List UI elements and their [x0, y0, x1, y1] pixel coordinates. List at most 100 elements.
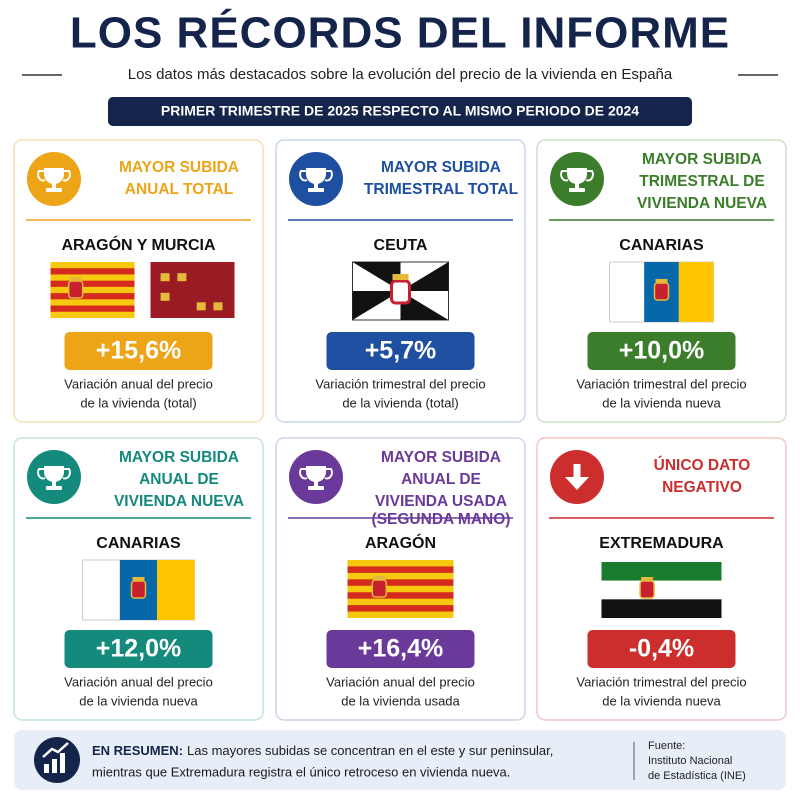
source-label: Fuente: [648, 740, 685, 752]
trophy [306, 466, 326, 482]
flag-gyron [400, 262, 449, 291]
arrow-shaft [573, 464, 581, 480]
icon-bar [52, 759, 57, 773]
card-heading: MAYOR SUBIDA [381, 449, 501, 466]
flag-stripe [347, 605, 454, 612]
description: Variación anual del precio [64, 376, 213, 391]
banner-text: PRIMER TRIMESTRE DE 2025 RESPECTO AL MIS… [161, 103, 639, 119]
icon-arrow [42, 742, 69, 758]
card-heading: VIVIENDA NUEVA [114, 493, 244, 510]
card-note: (SEGUNDA MANO) [372, 511, 511, 528]
region: EXTREMADURA [599, 535, 724, 552]
flag [601, 580, 722, 600]
description: de la vivienda nueva [79, 693, 198, 708]
trophy-stem [52, 182, 56, 188]
card-heading: ÚNICO DATO [654, 456, 751, 474]
description: Variación trimestral del precio [576, 376, 746, 391]
region: CANARIAS [96, 535, 181, 552]
card-heading: NEGATIVO [662, 479, 742, 496]
flag-stripe [50, 305, 135, 312]
flag-crown [641, 577, 654, 581]
card-heading: VIVIENDA USADA [375, 493, 507, 510]
value-pill [64, 630, 213, 668]
region: CANARIAS [619, 237, 704, 254]
region: CEUTA [374, 237, 428, 254]
value-pill [587, 630, 736, 668]
flag-stripe [347, 579, 454, 586]
flag-stripe [347, 566, 454, 573]
flag-crown [132, 577, 145, 581]
trophy-handles [37, 468, 71, 480]
description: Variación anual del precio [326, 674, 475, 689]
summary-line: EN RESUMEN: Las mayores subidas se concen… [92, 743, 553, 758]
flag-shield [390, 279, 411, 305]
summary-line: mientras que Extremadura registra el úni… [92, 764, 510, 779]
trophy-base [46, 188, 62, 192]
trophy-handles [299, 170, 333, 182]
value: +5,7% [365, 337, 437, 365]
trophy-stem [314, 182, 318, 188]
card-heading: MAYOR SUBIDA [119, 159, 239, 176]
flag-gyron [352, 262, 401, 291]
flag-castle [160, 292, 170, 301]
flag-castle [196, 302, 206, 311]
icon-bar [60, 753, 65, 773]
region: ARAGÓN Y MURCIA [61, 235, 216, 254]
flag-shield [653, 282, 670, 301]
banner [108, 97, 692, 126]
card-heading: ANUAL DE [139, 471, 219, 488]
value: +10,0% [619, 337, 705, 365]
flag-castle [213, 302, 223, 311]
card-heading: MAYOR SUBIDA [642, 151, 762, 168]
card-heading: TRIMESTRAL TOTAL [364, 181, 518, 198]
title: LOS RÉCORDS DEL INFORME [70, 8, 730, 58]
value-pill [326, 630, 475, 668]
description: Variación trimestral del precio [315, 376, 485, 391]
description: de la vivienda nueva [602, 693, 721, 708]
trophy-handles [37, 170, 71, 182]
description: de la vivienda usada [341, 693, 460, 708]
value-pill [326, 332, 475, 370]
subtitle: Los datos más destacados sobre la evoluc… [128, 66, 673, 83]
flag-gyron [352, 291, 401, 320]
flag-shield [639, 580, 655, 599]
summary-box [14, 730, 786, 790]
value-pill [587, 332, 736, 370]
description: de la vivienda nueva [602, 395, 721, 410]
card-heading: VIVIENDA NUEVA [637, 195, 767, 212]
flag-band [678, 262, 714, 322]
trophy-handles [299, 468, 333, 480]
flag-stripe [50, 280, 135, 287]
flag-stripe [50, 268, 135, 275]
value: +12,0% [96, 635, 182, 663]
description: de la vivienda (total) [80, 395, 196, 410]
summary-label: EN RESUMEN: [92, 743, 183, 758]
flag-castle [177, 273, 187, 282]
description: Variación anual del precio [64, 674, 213, 689]
flag-crown [655, 279, 668, 283]
flag-stripe [50, 293, 135, 300]
flag-crown [392, 274, 409, 280]
icon-bar [44, 764, 49, 773]
source-text: de Estadística (INE) [648, 770, 746, 782]
value: -0,4% [629, 635, 694, 663]
trophy [306, 168, 326, 184]
source-text: Instituto Nacional [648, 755, 732, 767]
arrow-head [565, 477, 589, 490]
flag-castle [160, 273, 170, 282]
trophy-base [46, 486, 62, 490]
flag-shield [130, 580, 147, 599]
cards: MAYOR SUBIDA ANUAL TOTAL ARAGÓN Y MURCIA +1… [13, 139, 787, 721]
trophy [44, 168, 64, 184]
flag-stripe [347, 592, 454, 599]
flag-crown [69, 277, 82, 281]
trophy-stem [52, 480, 56, 486]
flag-crown [373, 576, 386, 580]
value-pill [64, 332, 213, 370]
description: Variación trimestral del precio [576, 674, 746, 689]
trophy-handles [560, 170, 594, 182]
value: +15,6% [96, 337, 182, 365]
summary-text: Las mayores subidas se concentran en el … [187, 743, 553, 758]
card-heading: ANUAL DE [401, 471, 481, 488]
trophy-base [308, 188, 324, 192]
